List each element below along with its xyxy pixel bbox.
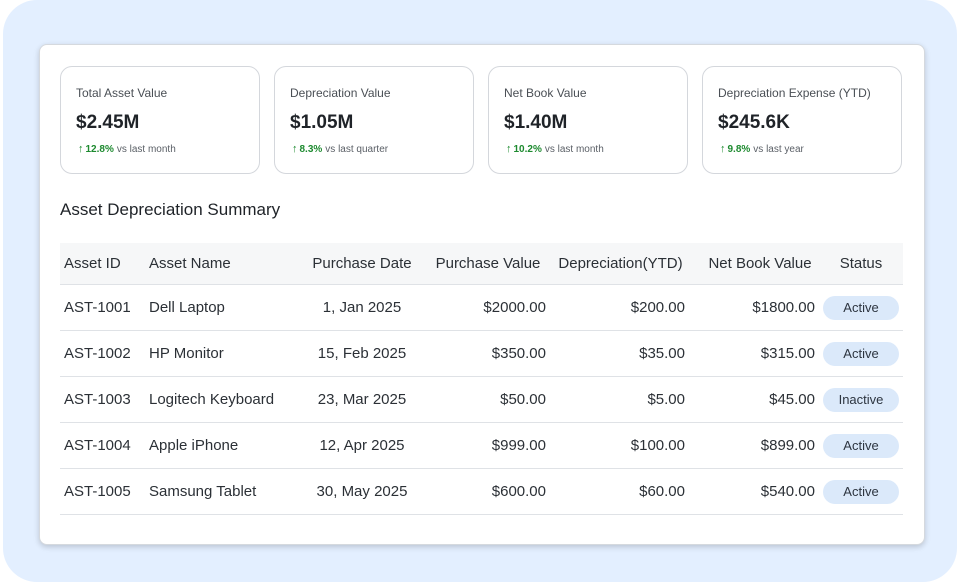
trend-percent: 9.8%: [727, 144, 751, 155]
kpi-card-trend: ↑ 10.2% vs last month: [506, 143, 604, 155]
column-header-depreciation-ytd[interactable]: Depreciation(YTD): [558, 255, 683, 272]
cell-depreciation-ytd: $60.00: [639, 483, 685, 500]
arrow-up-icon: ↑: [78, 143, 84, 155]
cell-purchase-date: 30, May 2025: [316, 483, 408, 500]
cell-depreciation-ytd: $5.00: [647, 391, 685, 408]
kpi-card-trend: ↑ 9.8% vs last year: [720, 143, 804, 155]
trend-text: vs last year: [753, 144, 804, 155]
cell-depreciation-ytd: $200.00: [630, 299, 685, 316]
arrow-up-icon: ↑: [720, 143, 726, 155]
asset-depreciation-table: Asset ID Asset Name Purchase Date Purcha…: [60, 243, 903, 515]
table-header-row: Asset ID Asset Name Purchase Date Purcha…: [60, 243, 903, 285]
cell-status: Active: [822, 331, 900, 376]
cell-net-book-value: $1800.00: [752, 299, 815, 316]
cell-status: Inactive: [822, 377, 900, 422]
trend-percent: 10.2%: [513, 144, 542, 155]
page-background: Total Asset Value $2.45M ↑ 12.8% vs last m…: [3, 0, 957, 582]
status-badge: Inactive: [823, 387, 899, 412]
table-row[interactable]: AST-1001 Dell Laptop 1, Jan 2025 $2000.0…: [60, 285, 903, 331]
cell-asset-id: AST-1004: [64, 437, 131, 454]
cell-asset-name: HP Monitor: [149, 345, 224, 362]
cell-status: Active: [822, 423, 900, 468]
table-row[interactable]: AST-1004 Apple iPhone 12, Apr 2025 $999.…: [60, 423, 903, 469]
column-header-net-book-value[interactable]: Net Book Value: [708, 255, 812, 272]
kpi-card-value: $2.45M: [76, 112, 140, 133]
cell-asset-id: AST-1002: [64, 345, 131, 362]
kpi-card-depreciation-expense: Depreciation Expense (YTD) $245.6K ↑ 9.8%…: [702, 66, 902, 174]
dashboard-panel: Total Asset Value $2.45M ↑ 12.8% vs last m…: [39, 44, 925, 545]
cell-status: Active: [822, 285, 900, 330]
trend-text: vs last month: [544, 144, 604, 155]
cell-purchase-value: $350.00: [491, 345, 546, 362]
cell-purchase-date: 12, Apr 2025: [319, 437, 405, 454]
status-badge: Active: [823, 433, 899, 458]
kpi-card-net-book-value: Net Book Value $1.40M ↑ 10.2% vs last mont…: [488, 66, 688, 174]
cell-purchase-value: $999.00: [491, 437, 546, 454]
trend-percent: 12.8%: [85, 144, 114, 155]
column-header-status[interactable]: Status: [839, 255, 883, 272]
table-row[interactable]: AST-1003 Logitech Keyboard 23, Mar 2025 …: [60, 377, 903, 423]
kpi-card-title: Depreciation Value: [290, 86, 391, 100]
cell-purchase-date: 23, Mar 2025: [317, 391, 407, 408]
table-row[interactable]: AST-1002 HP Monitor 15, Feb 2025 $350.00…: [60, 331, 903, 377]
cell-asset-name: Apple iPhone: [149, 437, 239, 454]
cell-depreciation-ytd: $100.00: [630, 437, 685, 454]
cell-net-book-value: $45.00: [769, 391, 815, 408]
cell-asset-name: Logitech Keyboard: [149, 391, 275, 408]
trend-text: vs last quarter: [325, 144, 389, 155]
cell-net-book-value: $899.00: [760, 437, 815, 454]
kpi-card-value: $1.40M: [504, 112, 568, 133]
kpi-card-title: Net Book Value: [504, 86, 587, 100]
kpi-card-trend: ↑ 12.8% vs last month: [78, 143, 176, 155]
cell-purchase-value: $2000.00: [483, 299, 546, 316]
cell-asset-id: AST-1001: [64, 299, 131, 316]
kpi-card-depreciation-value: Depreciation Value $1.05M ↑ 8.3% vs last q…: [274, 66, 474, 174]
cell-depreciation-ytd: $35.00: [639, 345, 685, 362]
cell-purchase-value: $600.00: [491, 483, 546, 500]
cell-status: Active: [822, 469, 900, 514]
section-title: Asset Depreciation Summary: [60, 200, 281, 219]
status-badge: Active: [823, 479, 899, 504]
column-header-purchase-date[interactable]: Purchase Date: [312, 255, 412, 272]
cell-purchase-date: 1, Jan 2025: [322, 299, 402, 316]
trend-text: vs last month: [116, 144, 176, 155]
kpi-card-value: $1.05M: [290, 112, 354, 133]
cell-purchase-value: $50.00: [500, 391, 546, 408]
cell-asset-name: Samsung Tablet: [149, 483, 257, 500]
trend-percent: 8.3%: [299, 144, 323, 155]
cell-net-book-value: $540.00: [760, 483, 815, 500]
status-badge: Active: [823, 295, 899, 320]
cell-net-book-value: $315.00: [760, 345, 815, 362]
arrow-up-icon: ↑: [506, 143, 512, 155]
kpi-card-trend: ↑ 8.3% vs last quarter: [292, 143, 388, 155]
kpi-card-total-asset-value: Total Asset Value $2.45M ↑ 12.8% vs last m…: [60, 66, 260, 174]
arrow-up-icon: ↑: [292, 143, 298, 155]
kpi-card-value: $245.6K: [718, 112, 790, 133]
cell-asset-name: Dell Laptop: [149, 299, 225, 316]
status-badge: Active: [823, 341, 899, 366]
cell-asset-id: AST-1003: [64, 391, 131, 408]
column-header-asset-name[interactable]: Asset Name: [149, 255, 231, 272]
kpi-card-title: Depreciation Expense (YTD): [718, 86, 871, 100]
kpi-card-title: Total Asset Value: [76, 86, 168, 100]
column-header-asset-id[interactable]: Asset ID: [64, 255, 121, 272]
table-row[interactable]: AST-1005 Samsung Tablet 30, May 2025 $60…: [60, 469, 903, 515]
column-header-purchase-value[interactable]: Purchase Value: [435, 255, 541, 272]
cell-asset-id: AST-1005: [64, 483, 131, 500]
cell-purchase-date: 15, Feb 2025: [317, 345, 407, 362]
